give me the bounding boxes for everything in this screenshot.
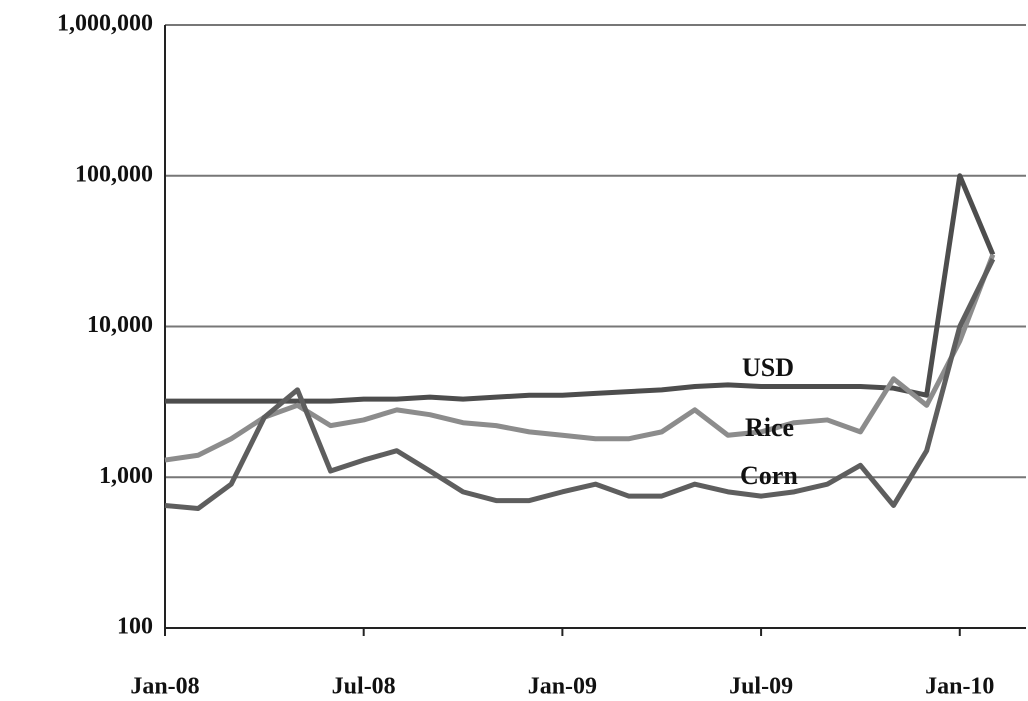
- annotation: Rice: [745, 413, 794, 442]
- x-tick-label: Jan-09: [528, 674, 597, 700]
- y-tick-label: 100,000: [75, 161, 153, 187]
- y-tick-label: 100: [117, 614, 153, 640]
- y-tick-label: 1,000: [99, 463, 153, 489]
- y-tick-label: 1,000,000: [57, 11, 153, 37]
- x-tick-label: Jan-08: [130, 674, 199, 700]
- x-tick-label: Jul-09: [729, 674, 793, 700]
- x-tick-label: Jan-10: [925, 674, 994, 700]
- y-tick-label: 10,000: [87, 312, 153, 338]
- annotation: Corn: [740, 461, 798, 490]
- series-line: [164, 257, 996, 512]
- annotation: USD: [742, 353, 794, 382]
- x-tick-label: Jul-08: [332, 674, 396, 700]
